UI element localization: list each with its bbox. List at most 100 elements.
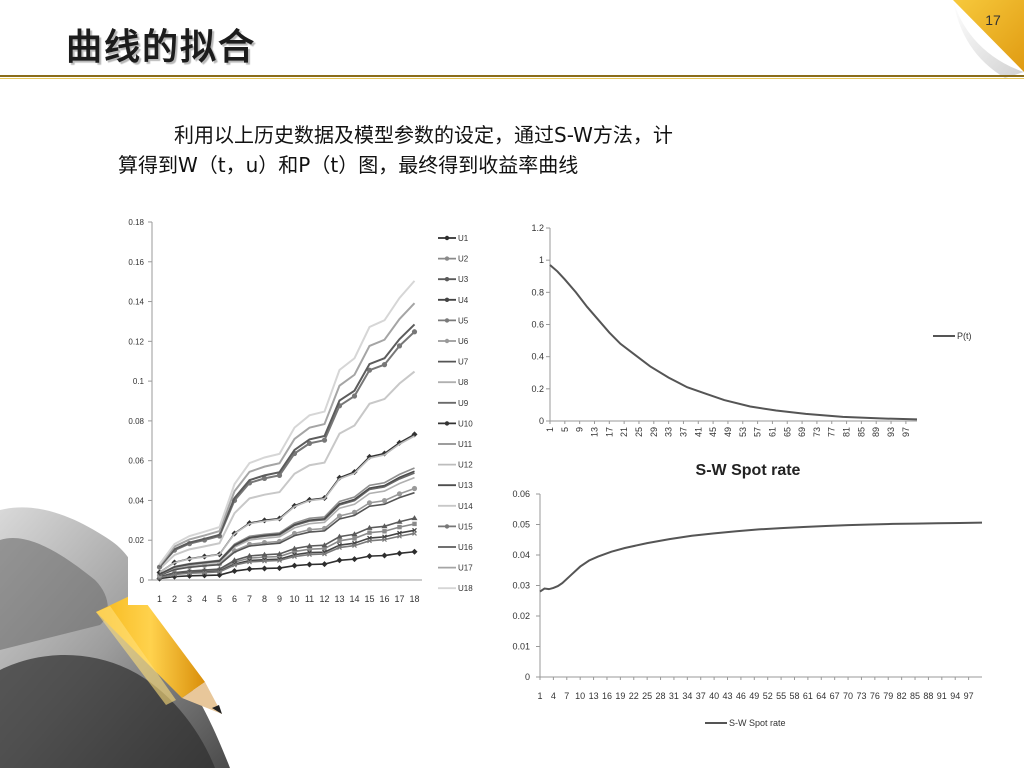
data-point [247, 555, 252, 561]
x-tick-label: 34 [682, 691, 692, 701]
data-point [277, 554, 282, 559]
data-point [291, 562, 298, 569]
y-tick-label: 0.03 [512, 581, 530, 591]
x-tick-label: 58 [789, 691, 799, 701]
x-tick-label: 97 [964, 691, 974, 701]
data-point [397, 533, 402, 539]
x-tick-label: 76 [870, 691, 880, 701]
y-tick-label: 0.16 [128, 258, 144, 267]
data-point [262, 558, 267, 564]
chart-legend: P(t) [933, 331, 972, 341]
data-point [366, 500, 373, 506]
data-point [306, 561, 313, 568]
data-point [232, 562, 237, 568]
data-point [262, 554, 267, 560]
data-point [187, 570, 192, 576]
y-tick-label: 0.05 [512, 520, 530, 530]
paragraph-line-1: 利用以上历史数据及模型参数的设定，通过S-W方法，计 [174, 123, 673, 147]
data-point [322, 546, 327, 551]
x-tick-label: 65 [782, 427, 792, 437]
x-tick-label: 10 [575, 691, 585, 701]
x-tick-label: 73 [812, 427, 822, 437]
x-tick-label: 3 [187, 594, 192, 604]
data-point [352, 536, 357, 541]
data-point [277, 558, 282, 563]
legend-label: U9 [458, 399, 469, 408]
series-line-u16 [158, 323, 416, 568]
x-tick-label: 97 [901, 427, 911, 437]
x-tick-label: 61 [767, 427, 777, 437]
data-point [366, 367, 373, 373]
legend-label: U18 [458, 584, 473, 593]
data-point [306, 440, 313, 446]
legend-label: S-W Spot rate [729, 718, 786, 728]
y-tick-label: 0.08 [128, 417, 144, 426]
wtu-line-chart: 00.020.040.060.080.10.120.140.160.181 2 3 4… [128, 210, 480, 605]
chart-axes: 00.20.40.60.811.21 5 9 13 17 21 25 29 33 37 41 45 49… [531, 223, 917, 437]
x-tick-label: 17 [394, 594, 404, 604]
legend-label: U4 [458, 296, 469, 305]
data-point [397, 524, 402, 530]
legend-marker [444, 524, 450, 529]
pt-line-chart: 00.20.40.60.811.21 5 9 13 17 21 25 29 33 37 41 45 49… [531, 223, 972, 437]
y-tick-label: 0.04 [128, 496, 144, 505]
x-tick-label: 19 [615, 691, 625, 701]
x-tick-label: 57 [753, 427, 763, 437]
x-tick-label: 13 [334, 594, 344, 604]
y-tick-label: 0.6 [531, 320, 544, 330]
data-point [321, 437, 328, 443]
legend-label: U6 [458, 337, 469, 346]
x-tick-label: 28 [656, 691, 666, 701]
chart-series-group [539, 521, 983, 593]
x-tick-label: 55 [776, 691, 786, 701]
page-number: 17 [985, 12, 1001, 28]
legend-label: U17 [458, 564, 473, 573]
x-tick-label: 77 [827, 427, 837, 437]
x-tick-label: 4 [551, 691, 556, 701]
data-point [336, 474, 343, 481]
data-point [202, 570, 207, 576]
series-line-u14 [158, 370, 416, 570]
chart-axes: 0 0.01 0.02 0.03 0.04 0.05 0.06 1 4 7 10 13 16 19 22 25… [512, 489, 982, 701]
chart-series-group [156, 280, 418, 582]
x-tick-label: 81 [842, 427, 852, 437]
data-point [367, 538, 372, 544]
hand-with-pencil-illustration [0, 507, 230, 768]
y-tick-label: 0.06 [128, 457, 144, 466]
x-tick-label: 1 [537, 691, 542, 701]
x-tick-label: 49 [723, 427, 733, 437]
legend-marker [444, 277, 450, 282]
x-tick-label: 1 [545, 427, 555, 432]
series-line-u5 [159, 532, 415, 579]
data-point [351, 531, 358, 537]
x-tick-label: 7 [564, 691, 569, 701]
data-point [366, 553, 373, 560]
data-point [307, 546, 312, 552]
y-tick-label: 0.02 [512, 611, 530, 621]
data-point [276, 550, 283, 556]
data-point [381, 498, 388, 504]
x-tick-label: 2 [172, 594, 177, 604]
x-tick-label: 85 [856, 427, 866, 437]
data-point [382, 537, 387, 543]
y-tick-label: 0.12 [128, 337, 144, 346]
legend-label: U3 [458, 275, 469, 284]
legend-marker [444, 297, 450, 302]
x-tick-label: 13 [589, 691, 599, 701]
data-point [321, 561, 328, 568]
y-tick-label: 0.8 [531, 287, 544, 297]
y-tick-label: 0.14 [128, 298, 144, 307]
series-line-pt [549, 264, 918, 421]
data-point [261, 565, 268, 572]
y-tick-label: 0.1 [133, 377, 145, 386]
x-tick-label: 89 [871, 427, 881, 437]
x-tick-label: 73 [856, 691, 866, 701]
data-point [411, 485, 418, 492]
data-point [382, 529, 387, 534]
x-tick-label: 43 [723, 691, 733, 701]
legend-label: U7 [458, 358, 469, 367]
data-point [396, 550, 403, 557]
x-tick-label: 21 [619, 427, 629, 437]
x-tick-label: 8 [262, 594, 267, 604]
x-tick-label: 70 [843, 691, 853, 701]
